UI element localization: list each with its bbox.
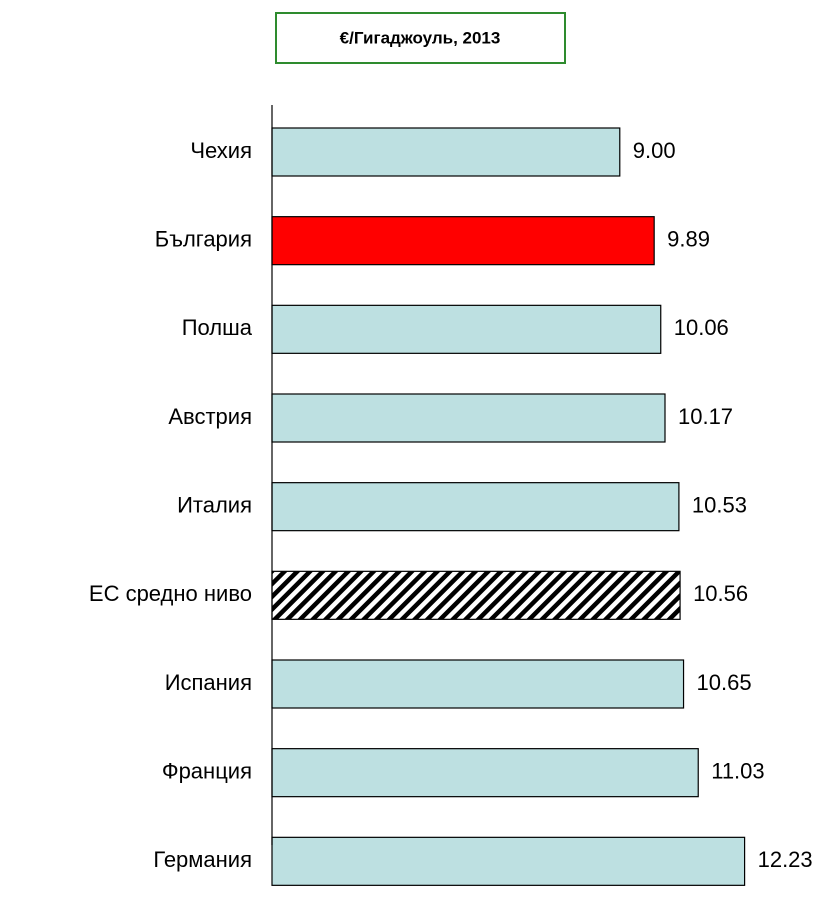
value-label: 10.17 (678, 404, 733, 429)
y-tick-label: Германия (153, 847, 252, 872)
chart-title: €/Гигаджоуль, 2013 (340, 28, 501, 47)
bar (271, 304, 662, 354)
y-tick-label: ЕС средно ниво (89, 581, 252, 606)
y-tick-label: Италия (177, 492, 252, 517)
value-label: 10.56 (693, 581, 748, 606)
y-tick-label: Полша (182, 315, 253, 340)
y-tick-label: Франция (162, 758, 252, 783)
value-label: 9.89 (667, 226, 710, 251)
value-label: 10.53 (692, 492, 747, 517)
y-tick-label: България (155, 226, 252, 251)
value-label: 9.00 (633, 138, 676, 163)
y-tick-label: Испания (165, 670, 252, 695)
bar (271, 127, 621, 177)
value-label: 10.65 (697, 670, 752, 695)
bar (271, 482, 680, 532)
title-box (275, 12, 566, 64)
y-tick-label: Австрия (168, 404, 252, 429)
y-tick-label: Чехия (190, 138, 252, 163)
bar (271, 216, 655, 266)
value-label: 10.06 (674, 315, 729, 340)
bar (271, 836, 746, 886)
value-label: 11.03 (711, 758, 764, 783)
value-label: 12.23 (758, 847, 813, 872)
bar (271, 393, 666, 443)
bar (271, 570, 681, 620)
bar (271, 659, 685, 709)
bar (271, 748, 699, 798)
